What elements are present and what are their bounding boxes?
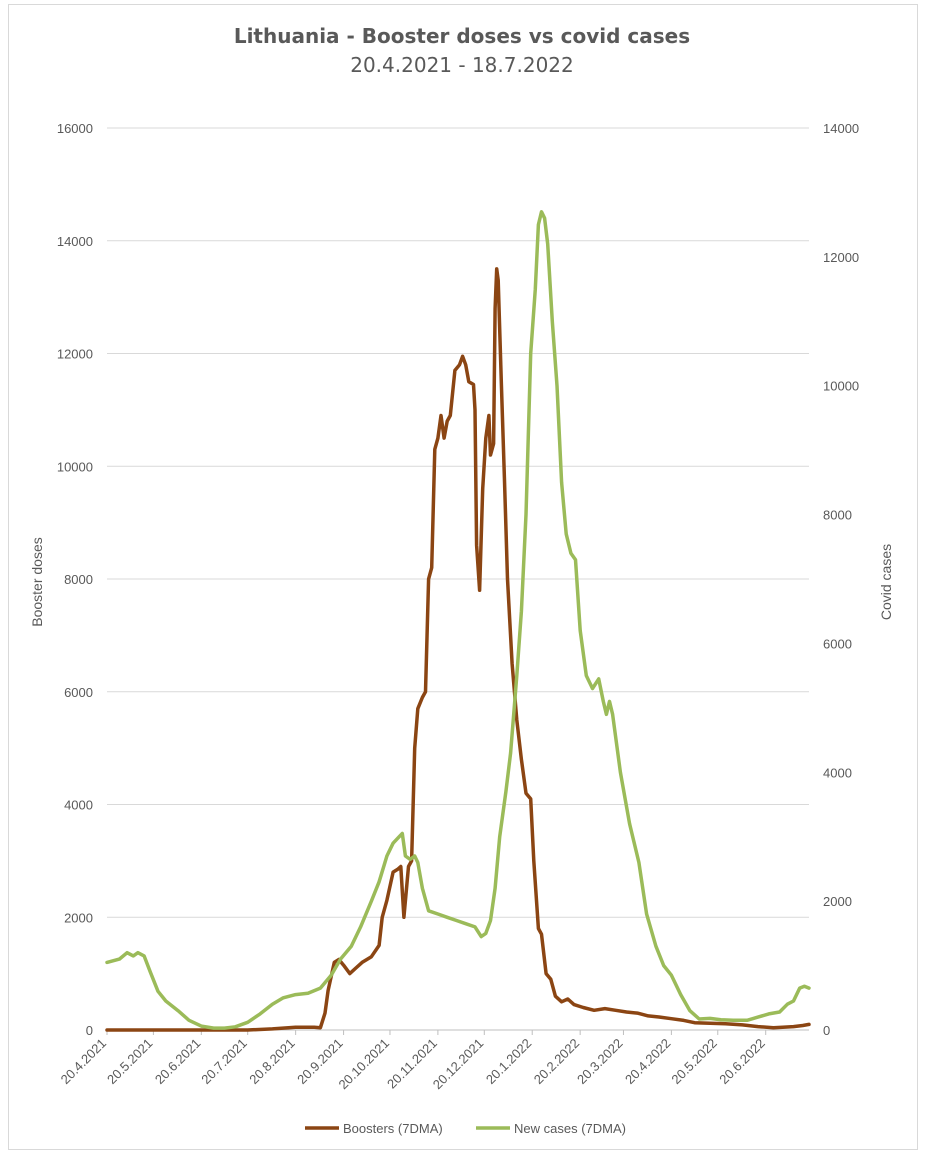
x-tick-label: 20.4.2022 (622, 1036, 674, 1088)
legend-label: New cases (7DMA) (514, 1121, 626, 1136)
y-left-tick-label: 8000 (64, 572, 93, 587)
y-right-tick-label: 0 (823, 1023, 830, 1038)
x-tick-label: 20.2.2022 (531, 1036, 583, 1088)
y-axis-left-title: Booster doses (29, 537, 45, 627)
x-tick-label: 20.6.2021 (152, 1036, 204, 1088)
legend: Boosters (7DMA) New cases (7DMA) (305, 1121, 626, 1136)
x-tick-label: 20.5.2022 (668, 1036, 720, 1088)
y-left-tick-label: 14000 (57, 234, 93, 249)
y-left-tick-label: 6000 (64, 685, 93, 700)
line-chart: Lithuania - Booster doses vs covid cases… (29, 24, 894, 1136)
y-right-tick-label: 4000 (823, 765, 852, 780)
y-left-tick-label: 4000 (64, 798, 93, 813)
x-tick-label: 20.7.2021 (198, 1036, 250, 1088)
x-tick-label: 20.1.2022 (483, 1036, 535, 1088)
y-left-tick-label: 10000 (57, 459, 93, 474)
y-right-tick-label: 2000 (823, 894, 852, 909)
y-right-tick-label: 6000 (823, 636, 852, 651)
y-left-tick-label: 0 (86, 1023, 93, 1038)
x-tick-label: 20.3.2022 (574, 1036, 626, 1088)
y-axis-left: 0 2000 4000 6000 8000 10000 12000 14000 16000 (57, 121, 93, 1038)
legend-label: Boosters (7DMA) (343, 1121, 443, 1136)
y-axis-right: 0 2000 4000 6000 8000 10000 12000 14000 (823, 121, 859, 1038)
y-right-tick-label: 12000 (823, 250, 859, 265)
x-tick-label: 20.8.2021 (246, 1036, 298, 1088)
gridlines (107, 127, 809, 1031)
x-tick-label: 20.12.2021 (430, 1036, 487, 1093)
y-right-tick-label: 10000 (823, 379, 859, 394)
series-lines (105, 210, 811, 1032)
y-left-tick-label: 16000 (57, 121, 93, 136)
y-left-tick-label: 2000 (64, 910, 93, 925)
x-tick-label: 20.6.2022 (716, 1036, 768, 1088)
y-right-tick-label: 14000 (823, 121, 859, 136)
x-axis: 20.4.202120.5.202120.6.202120.7.202120.8… (58, 1029, 809, 1093)
x-tick-label: 20.10.2021 (335, 1036, 392, 1093)
legend-item-new-cases: New cases (7DMA) (476, 1121, 626, 1136)
chart-title: Lithuania - Booster doses vs covid cases (234, 24, 690, 48)
boosters-line (105, 267, 811, 1032)
chart-subtitle: 20.4.2021 - 18.7.2022 (350, 53, 574, 77)
new-cases-line (105, 210, 811, 1030)
y-axis-right-title: Covid cases (878, 544, 894, 620)
y-left-tick-label: 12000 (57, 347, 93, 362)
x-tick-label: 20.4.2021 (58, 1036, 110, 1088)
y-right-tick-label: 8000 (823, 508, 852, 523)
chart-area[interactable]: Lithuania - Booster doses vs covid cases… (8, 4, 918, 1150)
x-tick-label: 20.5.2021 (104, 1036, 156, 1088)
legend-item-boosters: Boosters (7DMA) (305, 1121, 443, 1136)
